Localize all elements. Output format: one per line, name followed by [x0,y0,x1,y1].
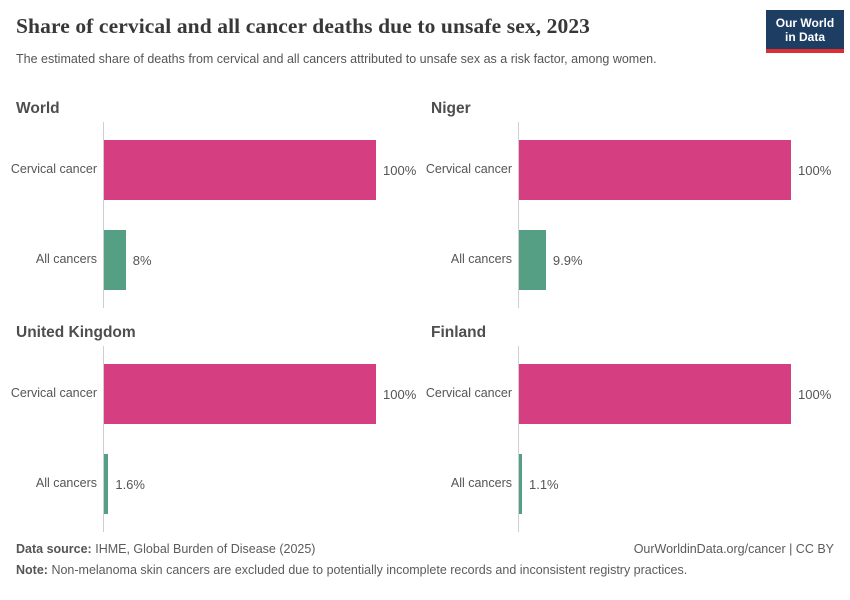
bar-row-cervical-cancer: Cervical cancer 100% [415,364,831,424]
chart-footer: Data source: IHME, Global Burden of Dise… [16,542,834,577]
category-label: Cervical cancer [425,386,512,401]
bar-cervical-cancer[interactable] [519,140,791,200]
category-label: Cervical cancer [10,386,97,401]
y-axis-line [518,346,519,532]
bar-row-cervical-cancer: Cervical cancer 100% [0,364,416,424]
data-source-text: IHME, Global Burden of Disease (2025) [95,542,316,556]
facet-united-kingdom: United Kingdom Cervical cancer 100% All … [0,316,416,532]
category-label: All cancers [35,252,97,267]
bar-all-cancers[interactable] [519,230,546,290]
value-label: 1.6% [115,476,145,492]
value-label: 100% [383,386,417,402]
note-text: Non-melanoma skin cancers are excluded d… [51,563,688,577]
rights-link[interactable]: OurWorldinData.org/cancer | CC BY [633,542,834,556]
bar-all-cancers[interactable] [104,230,126,290]
value-label: 100% [383,162,417,178]
category-label: All cancers [450,252,512,267]
bar-row-all-cancers: All cancers 1.1% [415,454,825,514]
bar-row-all-cancers: All cancers 1.6% [0,454,410,514]
facet-world: World Cervical cancer 100% All cancers 8… [0,92,416,308]
logo-text-line1: Our World [775,16,835,30]
value-label: 100% [798,386,832,402]
bar-row-cervical-cancer: Cervical cancer 100% [0,140,416,200]
bar-chart: Cervical cancer 100% All cancers 9.9% [415,122,831,308]
owid-logo[interactable]: Our World in Data [766,10,844,54]
facet-title: World [16,100,60,117]
facet-title: Niger [431,100,471,117]
chart-subtitle: The estimated share of deaths from cervi… [16,52,657,66]
bar-cervical-cancer[interactable] [104,364,376,424]
bar-all-cancers[interactable] [519,454,522,514]
value-label: 100% [798,162,832,178]
value-label: 9.9% [552,252,583,268]
value-label: 8% [132,252,152,268]
category-label: All cancers [35,476,97,491]
facet-title: Finland [431,324,487,341]
facet-finland: Finland Cervical cancer 100% All cancers… [415,316,831,532]
facet-niger: Niger Cervical cancer 100% All cancers 9… [415,92,831,308]
category-label: Cervical cancer [425,162,512,177]
category-label: All cancers [450,476,512,491]
bar-chart: Cervical cancer 100% All cancers 1.1% [415,346,831,532]
bar-all-cancers[interactable] [104,454,109,514]
bar-chart: Cervical cancer 100% All cancers 8% [0,122,416,308]
value-label: 1.1% [528,476,559,492]
bar-row-all-cancers: All cancers 9.9% [415,230,825,290]
facet-title: United Kingdom [16,324,136,341]
bar-cervical-cancer[interactable] [104,140,376,200]
y-axis-line [103,122,104,308]
y-axis-line [518,122,519,308]
y-axis-line [103,346,104,532]
note-line: Note: Non-melanoma skin cancers are excl… [16,563,834,577]
bar-row-cervical-cancer: Cervical cancer 100% [415,140,831,200]
bar-cervical-cancer[interactable] [519,364,791,424]
bar-chart: Cervical cancer 100% All cancers 1.6% [0,346,416,532]
page-title: Share of cervical and all cancer deaths … [16,14,591,38]
note-label: Note: [16,563,48,577]
logo-text-line2: in Data [784,30,825,45]
data-source-line: Data source: IHME, Global Burden of Dise… [16,542,315,556]
bar-row-all-cancers: All cancers 8% [0,230,410,290]
data-source-label: Data source: [16,542,92,556]
category-label: Cervical cancer [10,162,97,177]
